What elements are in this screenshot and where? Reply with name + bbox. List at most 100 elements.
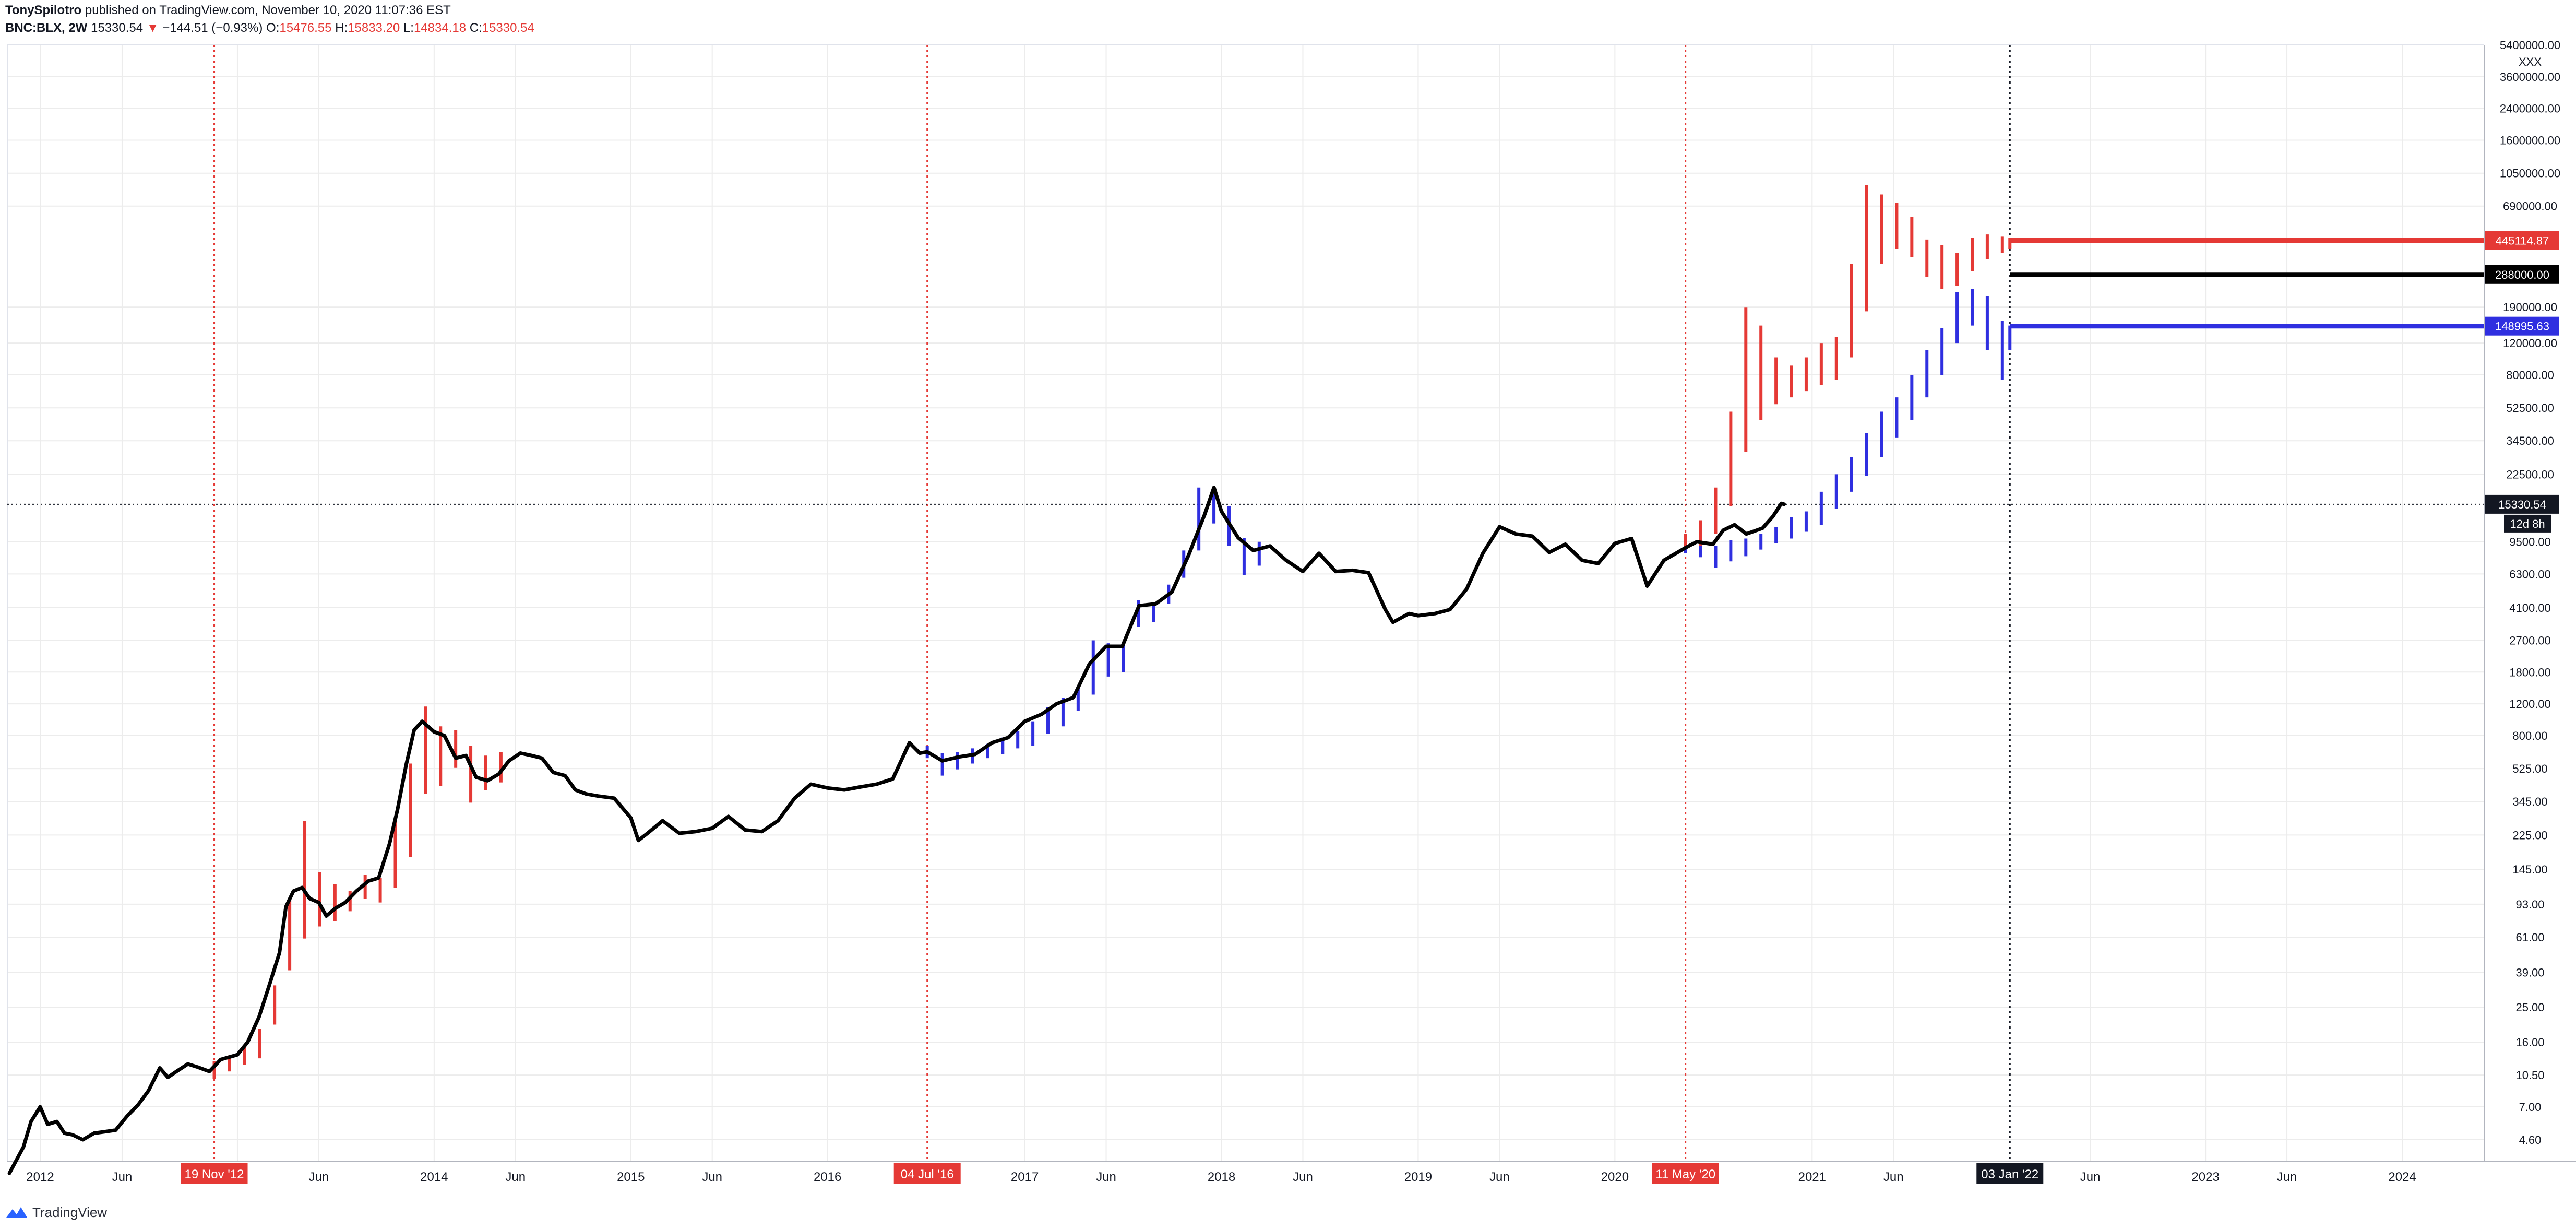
x-tick-label: Jun (2277, 1170, 2297, 1184)
y-tick-label: 120000.00 (2503, 337, 2557, 350)
tradingview-logo-icon[interactable] (5, 1202, 28, 1223)
y-tick-label: 5400000.00 (2500, 39, 2560, 52)
symbol-name[interactable]: BNC:BLX, 2W (5, 21, 88, 35)
y-tick-label: 1050000.00 (2500, 167, 2560, 180)
y-tick-label: 16.00 (2515, 1036, 2544, 1049)
axis-badges: 19 Nov '12 04 Jul '16 11 May '20 03 Jan '22… (181, 231, 2559, 1184)
price-axis: XXX 4.60 7.00 10.50 16.00 25.00 39.00 61.00 93.… (2500, 39, 2560, 1147)
x-tick-label: Jun (112, 1170, 133, 1184)
x-tick-label: Jun (1489, 1170, 1510, 1184)
close-value: 15330.54 (482, 21, 534, 35)
event-lines (213, 45, 2011, 1161)
symbol-header: BNC:BLX, 2W 15330.54 ▼ −144.51 (−0.93%) … (5, 21, 534, 36)
level-lines (7, 238, 2484, 505)
event-date-label: 19 Nov '12 (185, 1167, 244, 1181)
last-price: 15330.54 (91, 21, 144, 35)
axis-extra-label: XXX (2519, 55, 2542, 68)
open-value: 15476.55 (279, 21, 332, 35)
y-tick-label: 80000.00 (2506, 369, 2554, 382)
y-tick-label: 800.00 (2512, 729, 2547, 742)
y-tick-label: 93.00 (2515, 898, 2544, 911)
event-date-badge (181, 1163, 248, 1184)
last-price-badge-label: 15330.54 (2498, 498, 2546, 511)
price-series-line (1684, 501, 1786, 550)
event-date-badge (893, 1163, 961, 1184)
y-tick-label: 690000.00 (2503, 200, 2557, 213)
chart-frame (7, 44, 2576, 1162)
y-tick-label: 3600000.00 (2500, 70, 2560, 84)
y-tick-label: 225.00 (2512, 829, 2547, 842)
y-tick-label: 6300.00 (2509, 568, 2551, 581)
level-label: 445114.87 (2496, 234, 2549, 247)
y-tick-label: 10.50 (2515, 1069, 2544, 1082)
close-label: C: (469, 21, 482, 35)
x-tick-label: 2021 (1798, 1170, 1826, 1184)
x-tick-label: 2019 (1404, 1170, 1432, 1184)
publish-line: published on TradingView.com, November 1… (85, 3, 451, 17)
x-tick-label: Jun (2080, 1170, 2101, 1184)
footer: TradingView (5, 1202, 107, 1223)
last-price-badge (2485, 494, 2559, 514)
x-tick-label: 2016 (814, 1170, 841, 1184)
x-tick-label: 2014 (420, 1170, 448, 1184)
y-tick-label: 4100.00 (2509, 601, 2551, 614)
low-label: L: (403, 21, 414, 35)
cursor-date-badge (1976, 1163, 2044, 1184)
x-tick-label: 2012 (26, 1170, 54, 1184)
x-tick-label: Jun (1883, 1170, 1904, 1184)
y-tick-label: 2700.00 (2509, 634, 2551, 647)
countdown-label: 12d 8h (2510, 517, 2545, 530)
high-value: 15833.20 (348, 21, 400, 35)
level-badge (2485, 316, 2559, 336)
event-date-badge (1652, 1163, 1719, 1184)
x-tick-label: 2017 (1011, 1170, 1039, 1184)
x-tick-label: Jun (1293, 1170, 1313, 1184)
y-tick-label: 9500.00 (2509, 536, 2551, 549)
x-tick-label: 2018 (1208, 1170, 1235, 1184)
time-axis: 2012Jun3Jun2014Jun2015Jun20162017Jun2018… (26, 1170, 2416, 1184)
countdown-badge (2504, 514, 2551, 533)
y-tick-label: 52500.00 (2506, 401, 2554, 415)
projection-bars (212, 185, 2012, 1079)
y-tick-label: 1800.00 (2509, 666, 2551, 679)
footer-brand[interactable]: TradingView (32, 1204, 108, 1220)
high-label: H: (335, 21, 348, 35)
price-series-line (925, 486, 1688, 763)
price-line (7, 486, 1786, 1175)
level-badge (2485, 231, 2559, 250)
publish-header: TonySpilotro published on TradingView.co… (5, 3, 451, 18)
event-date-label: 04 Jul '16 (901, 1167, 954, 1181)
price-series-line (7, 719, 929, 1175)
y-tick-label: 61.00 (2515, 931, 2544, 944)
x-tick-label: 2020 (1601, 1170, 1629, 1184)
level-label: 288000.00 (2495, 268, 2549, 281)
y-tick-label: 2400000.00 (2500, 102, 2560, 115)
event-date-label: 11 May '20 (1655, 1167, 1715, 1181)
y-tick-label: 7.00 (2519, 1101, 2542, 1114)
open-label: O: (266, 21, 280, 35)
x-tick-label: Jun (702, 1170, 722, 1184)
x-tick-label: 2023 (2191, 1170, 2219, 1184)
price-change: −144.51 (−0.93%) (162, 21, 263, 35)
y-tick-label: 345.00 (2512, 795, 2547, 808)
y-tick-label: 145.00 (2512, 863, 2547, 876)
low-value: 14834.18 (413, 21, 467, 35)
y-tick-label: 1200.00 (2509, 698, 2551, 711)
y-tick-label: 22500.00 (2506, 468, 2554, 481)
x-tick-label: Jun (309, 1170, 329, 1184)
level-label: 148995.63 (2495, 320, 2549, 333)
down-triangle-icon: ▼ (146, 21, 159, 35)
y-tick-label: 525.00 (2512, 762, 2547, 775)
y-tick-label: 25.00 (2515, 1001, 2544, 1014)
cursor-date-label: 03 Jan '22 (1981, 1167, 2038, 1181)
y-tick-label: 1600000.00 (2500, 134, 2560, 147)
level-badge (2485, 265, 2559, 284)
y-tick-label: 34500.00 (2506, 434, 2554, 447)
x-tick-label: 2024 (2388, 1170, 2416, 1184)
x-tick-label: Jun (1096, 1170, 1116, 1184)
y-tick-label: 39.00 (2515, 966, 2544, 979)
publisher-name[interactable]: TonySpilotro (5, 3, 82, 17)
grid (7, 44, 2484, 1161)
x-tick-label: 2015 (617, 1170, 645, 1184)
